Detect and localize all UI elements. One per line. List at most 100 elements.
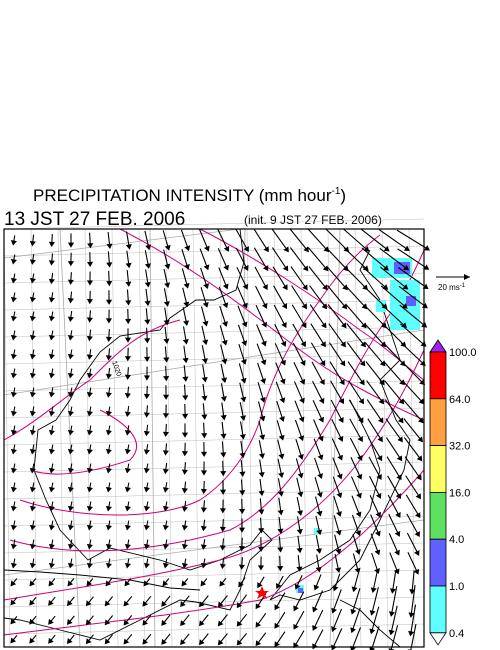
wind-arrow-head [379, 360, 386, 367]
wind-arrow [397, 248, 429, 270]
wind-arrow [406, 532, 420, 556]
wind-arrow-head [239, 490, 246, 496]
wind-arrow-head [358, 398, 364, 405]
wind-arrow [384, 380, 404, 404]
wind-arrow-head [124, 337, 132, 343]
wind-arrow-head [67, 543, 74, 550]
wind-arrows [10, 228, 430, 650]
wind-arrow-head [162, 487, 169, 493]
wind-arrow-head [396, 455, 403, 462]
colorbar-label: 64.0 [449, 394, 470, 406]
wind-arrow [290, 266, 308, 290]
wind-arrow-head [106, 243, 113, 250]
wind-arrow-head [236, 602, 243, 609]
wind-arrow [380, 285, 408, 309]
wind-arrow-head [10, 543, 17, 550]
wind-arrow-head [29, 277, 36, 284]
wind-arrow-head [162, 413, 170, 419]
wind-arrow [349, 418, 363, 442]
wind-arrow-head [298, 435, 305, 442]
wind-arrow-head [241, 321, 248, 328]
wind-arrow-head [124, 486, 131, 493]
wind-arrow-head [162, 468, 169, 475]
wind-arrow-head [242, 283, 249, 290]
wind-arrow-head [222, 321, 228, 327]
graticule-line [3, 569, 425, 581]
wind-arrow [330, 399, 344, 423]
wind-arrow [255, 285, 267, 309]
wind-arrow-head [299, 378, 306, 385]
wind-arrow-head [236, 639, 243, 646]
wind-arrow [397, 267, 429, 289]
wind-arrow-head [143, 562, 150, 569]
graticule-line [3, 380, 425, 392]
wind-arrow [308, 266, 328, 290]
wind-arrow [370, 606, 380, 634]
wind-arrow-head [262, 284, 268, 291]
wind-arrow-head [422, 283, 429, 290]
wind-arrow-head [86, 486, 93, 493]
wind-arrow-head [363, 246, 370, 252]
wind-arrow-head [125, 300, 132, 306]
wind-arrow-head [162, 450, 169, 456]
wind-arrow-head [259, 434, 266, 441]
wind-arrow-head [124, 430, 131, 436]
wind-arrow-head [125, 244, 132, 250]
wind-arrow [381, 304, 407, 328]
wind-arrow-head [29, 240, 36, 247]
wind-arrow-head [29, 334, 36, 341]
wind-arrow-head [105, 318, 113, 324]
wind-arrow-head [182, 395, 189, 401]
wind-arrow-head [261, 302, 268, 309]
wind-arrow [367, 437, 383, 461]
wind-arrow-head [258, 490, 265, 497]
wind-arrow-head [219, 580, 226, 587]
wind-arrow-head [162, 505, 169, 512]
wind-arrow-head [67, 316, 74, 323]
wind-arrow-head [297, 491, 304, 498]
wind-arrow-head [85, 638, 92, 645]
wind-arrow-head [220, 433, 227, 440]
wind-arrow [371, 587, 379, 615]
wind-arrow-head [86, 505, 93, 512]
wind-arrow [273, 304, 287, 328]
wind-arrow-head [161, 619, 167, 626]
wind-arrow-head [336, 492, 343, 499]
wind-arrow-head [162, 431, 169, 438]
wind-arrow-head [239, 471, 246, 477]
wind-arrow-head [48, 637, 54, 644]
wind-arrow-head [144, 281, 151, 288]
wind-arrow-head [416, 455, 423, 462]
wind-arrow-head [142, 600, 149, 607]
wind-arrow-head [203, 264, 210, 271]
wind-arrow-head [181, 469, 188, 475]
graticule-line [3, 542, 425, 554]
wind-arrow-head [143, 393, 150, 400]
wind-arrow [328, 342, 346, 366]
wind-arrow-head [315, 548, 322, 554]
wind-arrow-head [10, 296, 17, 303]
wind-arrow-head [67, 580, 74, 587]
wind-arrow-head [278, 434, 285, 441]
wind-arrow-head [202, 301, 209, 308]
wind-arrow-head [181, 432, 189, 438]
wind-arrow-head [219, 563, 226, 570]
wind-arrow-head [357, 454, 363, 461]
wind-arrow-head [124, 467, 131, 474]
wind-arrow-head [383, 245, 390, 252]
wind-arrow-head [10, 562, 17, 569]
wind-arrow-head [415, 493, 421, 500]
graticule-line [149, 228, 156, 648]
wind-arrow-head [86, 317, 93, 323]
wind-arrow-head [222, 302, 229, 309]
wind-arrow-head [104, 619, 111, 626]
wind-arrow-head [260, 359, 267, 366]
contour-label: 1020 [110, 360, 122, 377]
wind-arrow-head [294, 583, 301, 590]
graticule-line [57, 228, 65, 648]
wind-arrow-head [29, 524, 36, 531]
wind-arrow-head [29, 599, 35, 606]
graticule-line [59, 228, 81, 648]
wind-arrow-head [10, 448, 17, 455]
wind-arrow-head [239, 508, 246, 515]
